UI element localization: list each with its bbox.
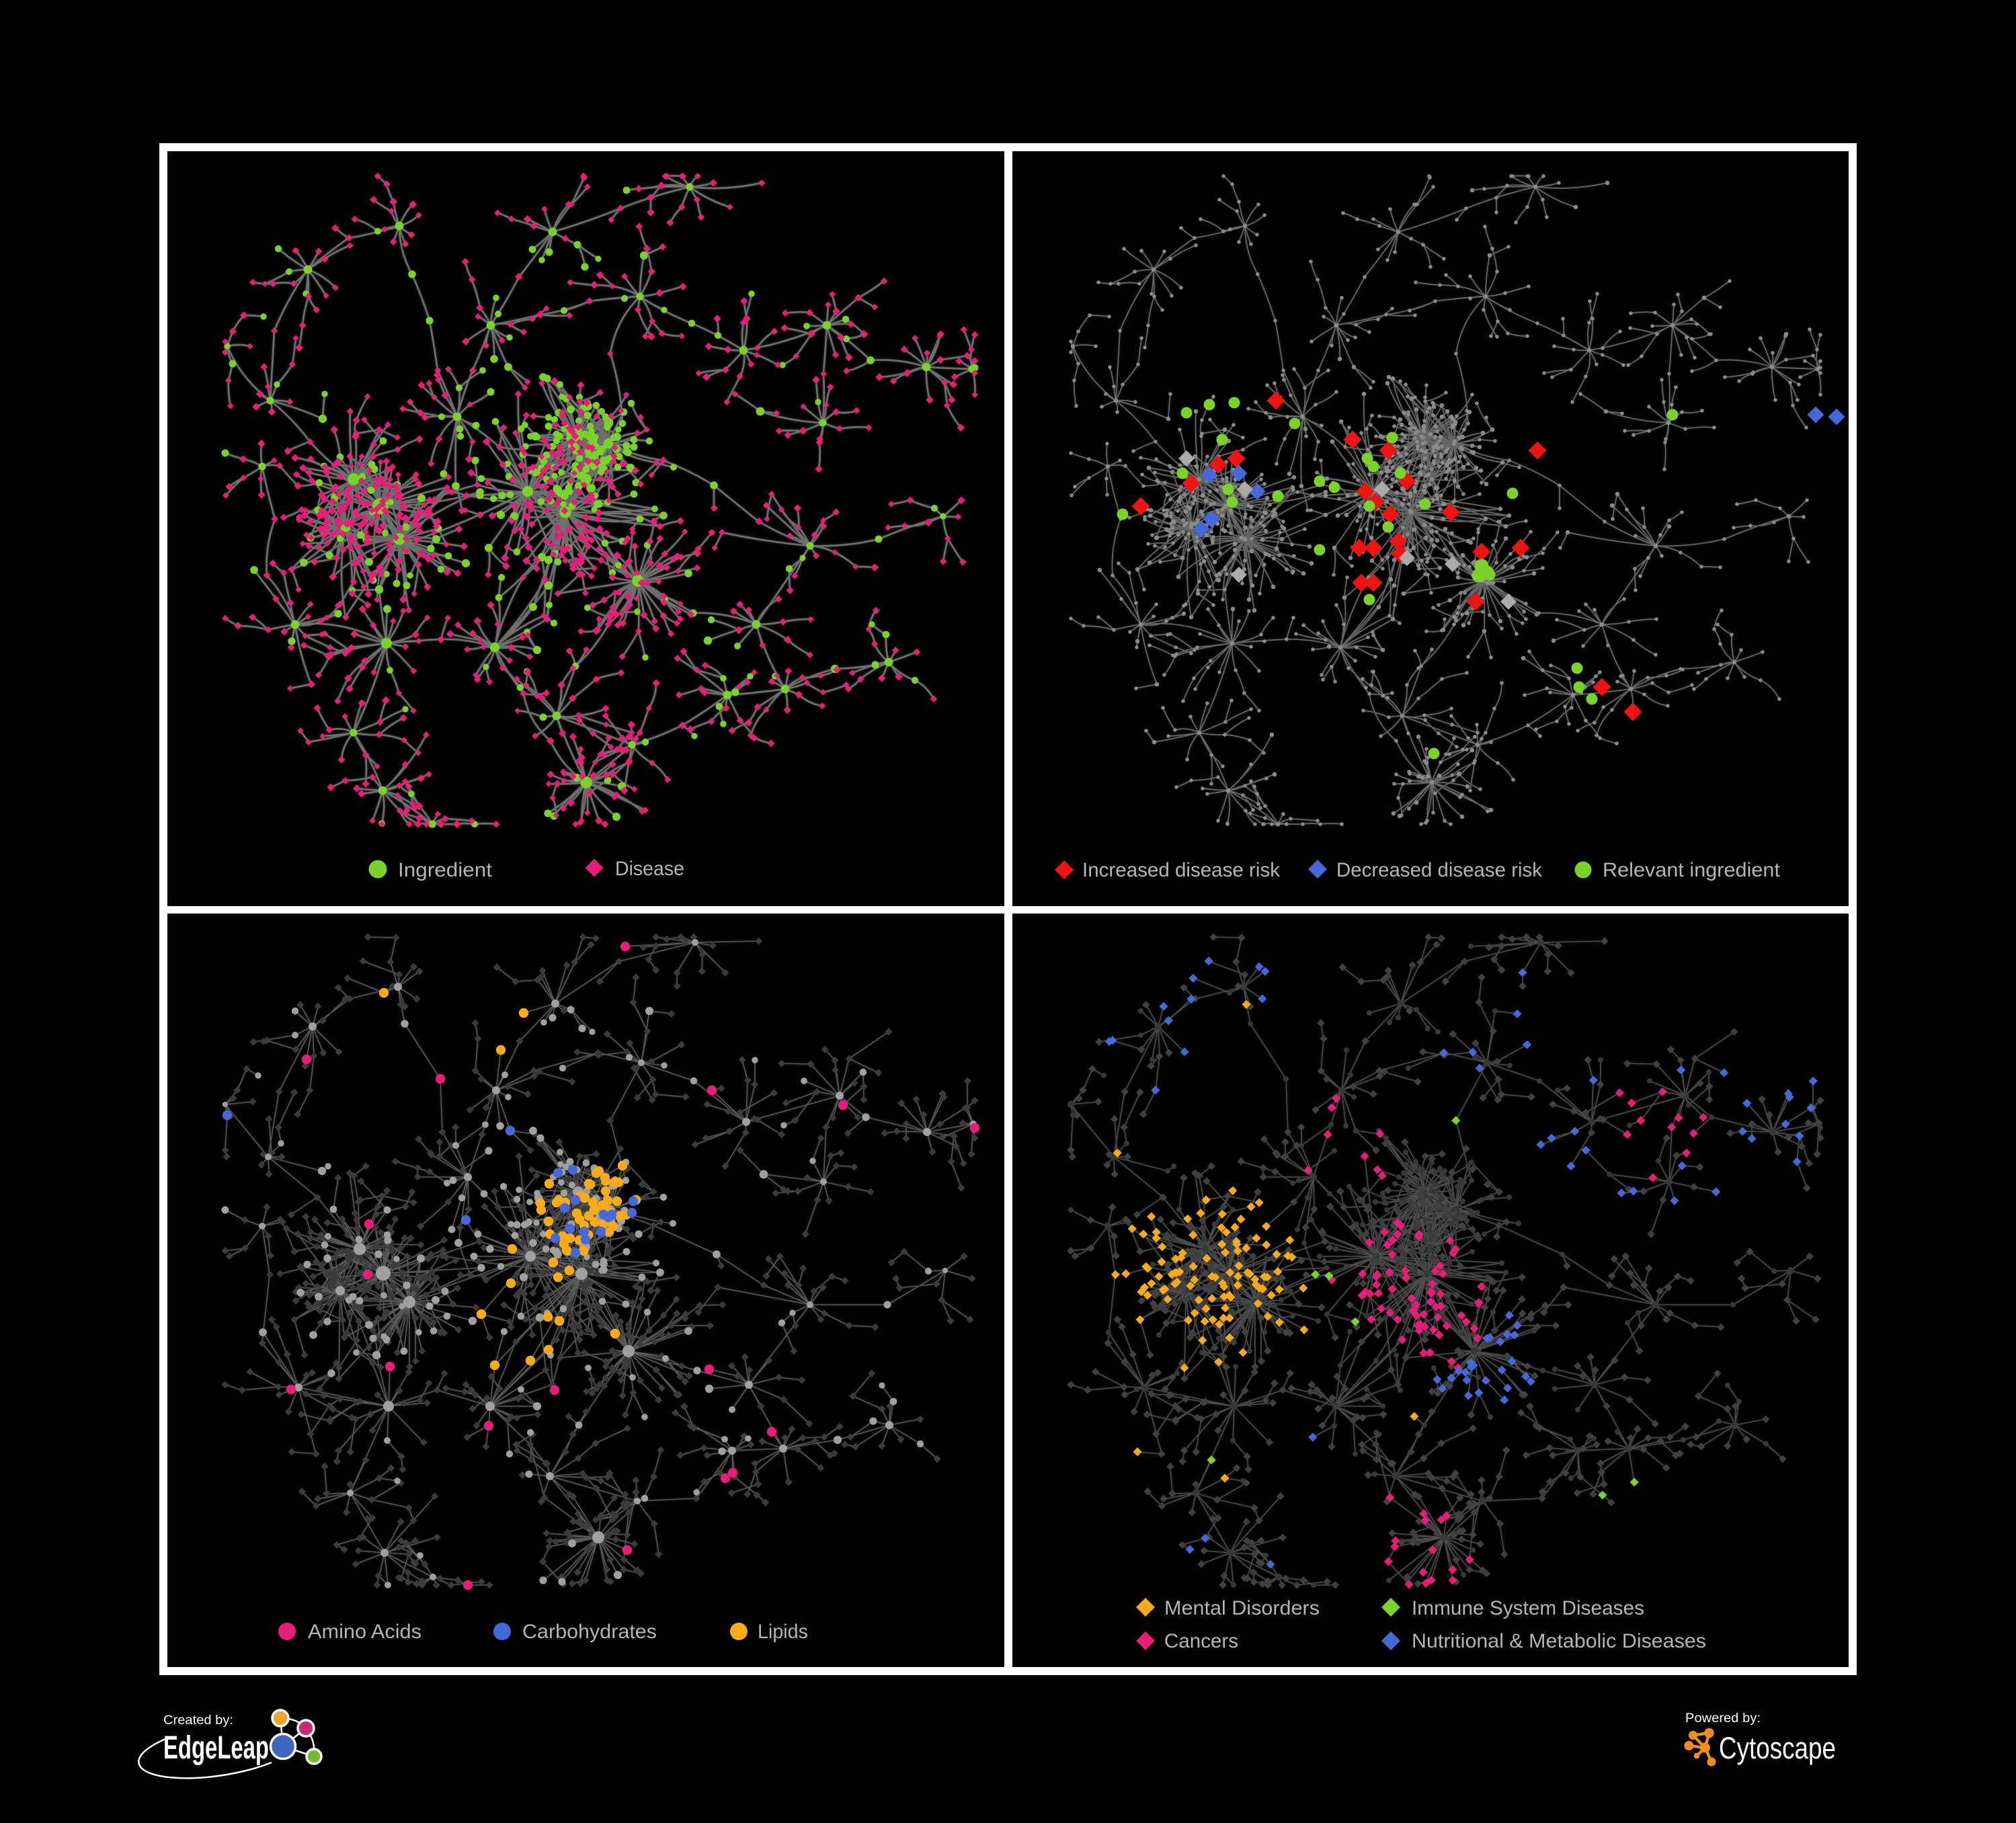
svg-text:Relevant ingredient: Relevant ingredient (1603, 859, 1781, 881)
svg-text:Amino Acids: Amino Acids (308, 1621, 421, 1643)
svg-text:Cancers: Cancers (1164, 1630, 1238, 1652)
svg-text:Immune System Diseases: Immune System Diseases (1412, 1597, 1644, 1619)
svg-text:Created by:: Created by: (163, 1713, 233, 1728)
svg-text:Ingredient: Ingredient (398, 859, 493, 881)
svg-text:Cytoscape: Cytoscape (1719, 1731, 1836, 1765)
svg-text:EdgeLeap: EdgeLeap (163, 1730, 269, 1766)
svg-text:Decreased disease risk: Decreased disease risk (1336, 859, 1543, 881)
svg-text:Lipids: Lipids (758, 1621, 808, 1643)
svg-text:Nutritional & Metabolic Diseas: Nutritional & Metabolic Diseases (1412, 1630, 1706, 1652)
svg-text:Increased disease risk: Increased disease risk (1082, 859, 1281, 881)
svg-text:Carbohydrates: Carbohydrates (522, 1621, 657, 1643)
svg-text:Disease: Disease (615, 858, 684, 880)
svg-text:Mental Disorders: Mental Disorders (1164, 1597, 1320, 1619)
svg-text:Powered by:: Powered by: (1685, 1711, 1761, 1726)
